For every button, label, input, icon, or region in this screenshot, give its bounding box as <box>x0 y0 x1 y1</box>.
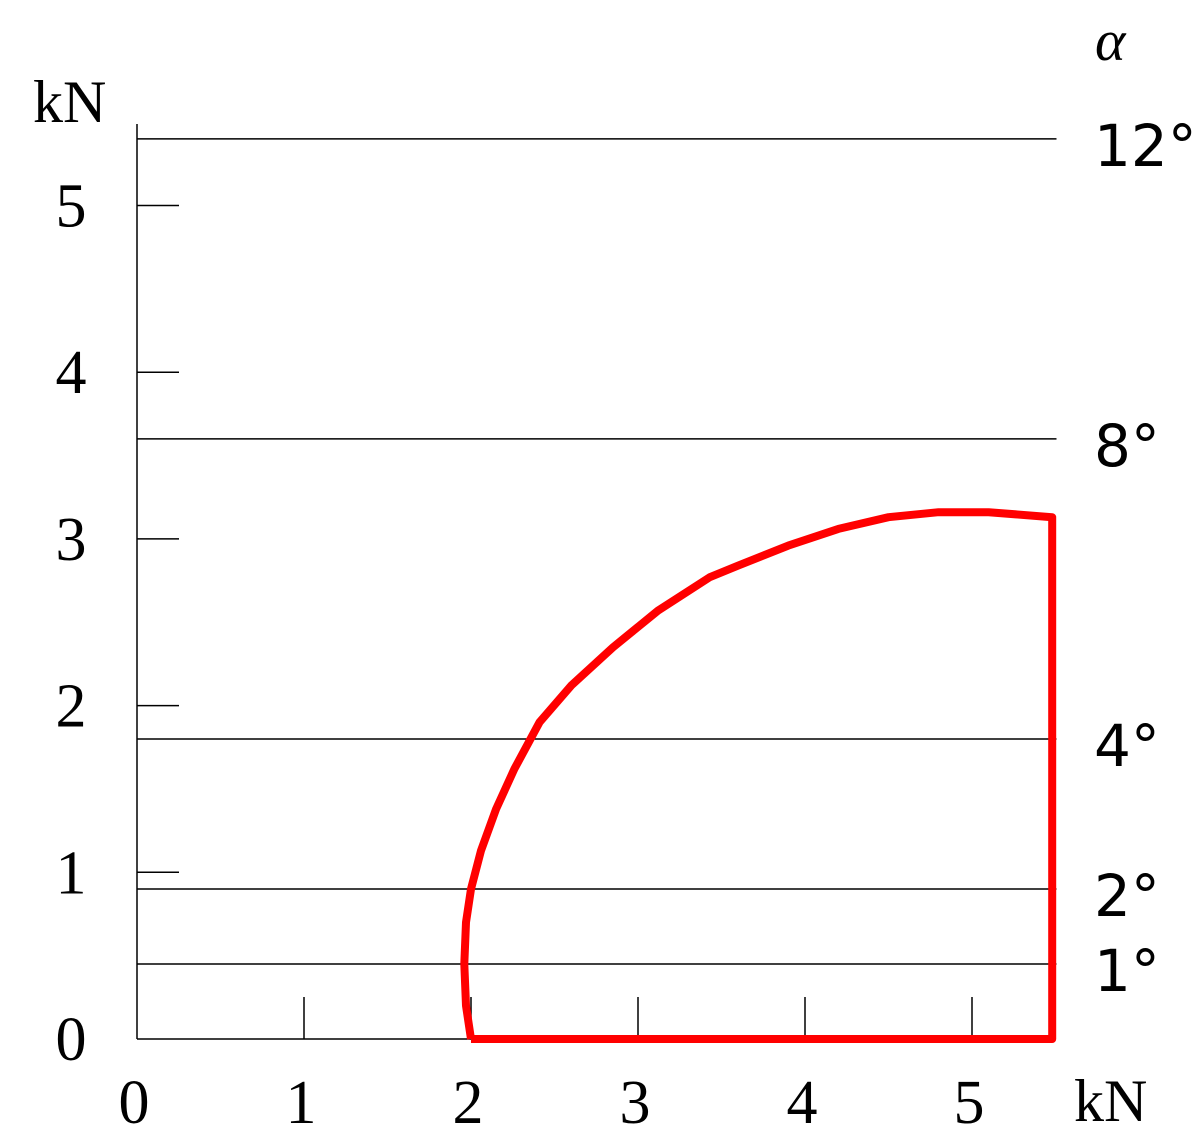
alpha-axis-title: α <box>1095 8 1127 73</box>
x-tick-label: 1 <box>286 1069 317 1137</box>
y-ticks: 0 1 2 3 4 5 <box>56 173 179 1074</box>
alpha-reference-label: 12° <box>1094 112 1197 180</box>
x-tick-label: 3 <box>620 1069 651 1137</box>
alpha-reference-lines: 1° 2° 4° 8° 12° <box>137 112 1197 1005</box>
y-tick-label: 3 <box>56 506 87 574</box>
alpha-reference-label: 4° <box>1094 712 1160 780</box>
y-tick-label: 5 <box>56 173 87 241</box>
x-tick-label: 0 <box>119 1069 150 1137</box>
x-tick-label: 2 <box>453 1069 484 1137</box>
x-ticks: 0 1 2 3 4 5 <box>119 997 985 1137</box>
y-tick-label: 2 <box>56 673 87 741</box>
series-layer <box>460 508 1057 1043</box>
alpha-reference-label: 8° <box>1094 412 1160 480</box>
series-curve <box>460 508 1057 1043</box>
y-tick-label: 0 <box>56 1006 87 1074</box>
y-axis-unit: kN <box>33 69 106 135</box>
x-tick-label: 4 <box>787 1069 818 1137</box>
x-axis-unit: kN <box>1074 1068 1147 1134</box>
alpha-reference-label: 1° <box>1094 937 1160 1005</box>
y-tick-label: 4 <box>56 339 87 407</box>
x-tick-label: 5 <box>954 1069 985 1137</box>
y-tick-label: 1 <box>56 839 87 907</box>
alpha-reference-label: 2° <box>1094 862 1160 930</box>
axes <box>136 124 1056 1040</box>
